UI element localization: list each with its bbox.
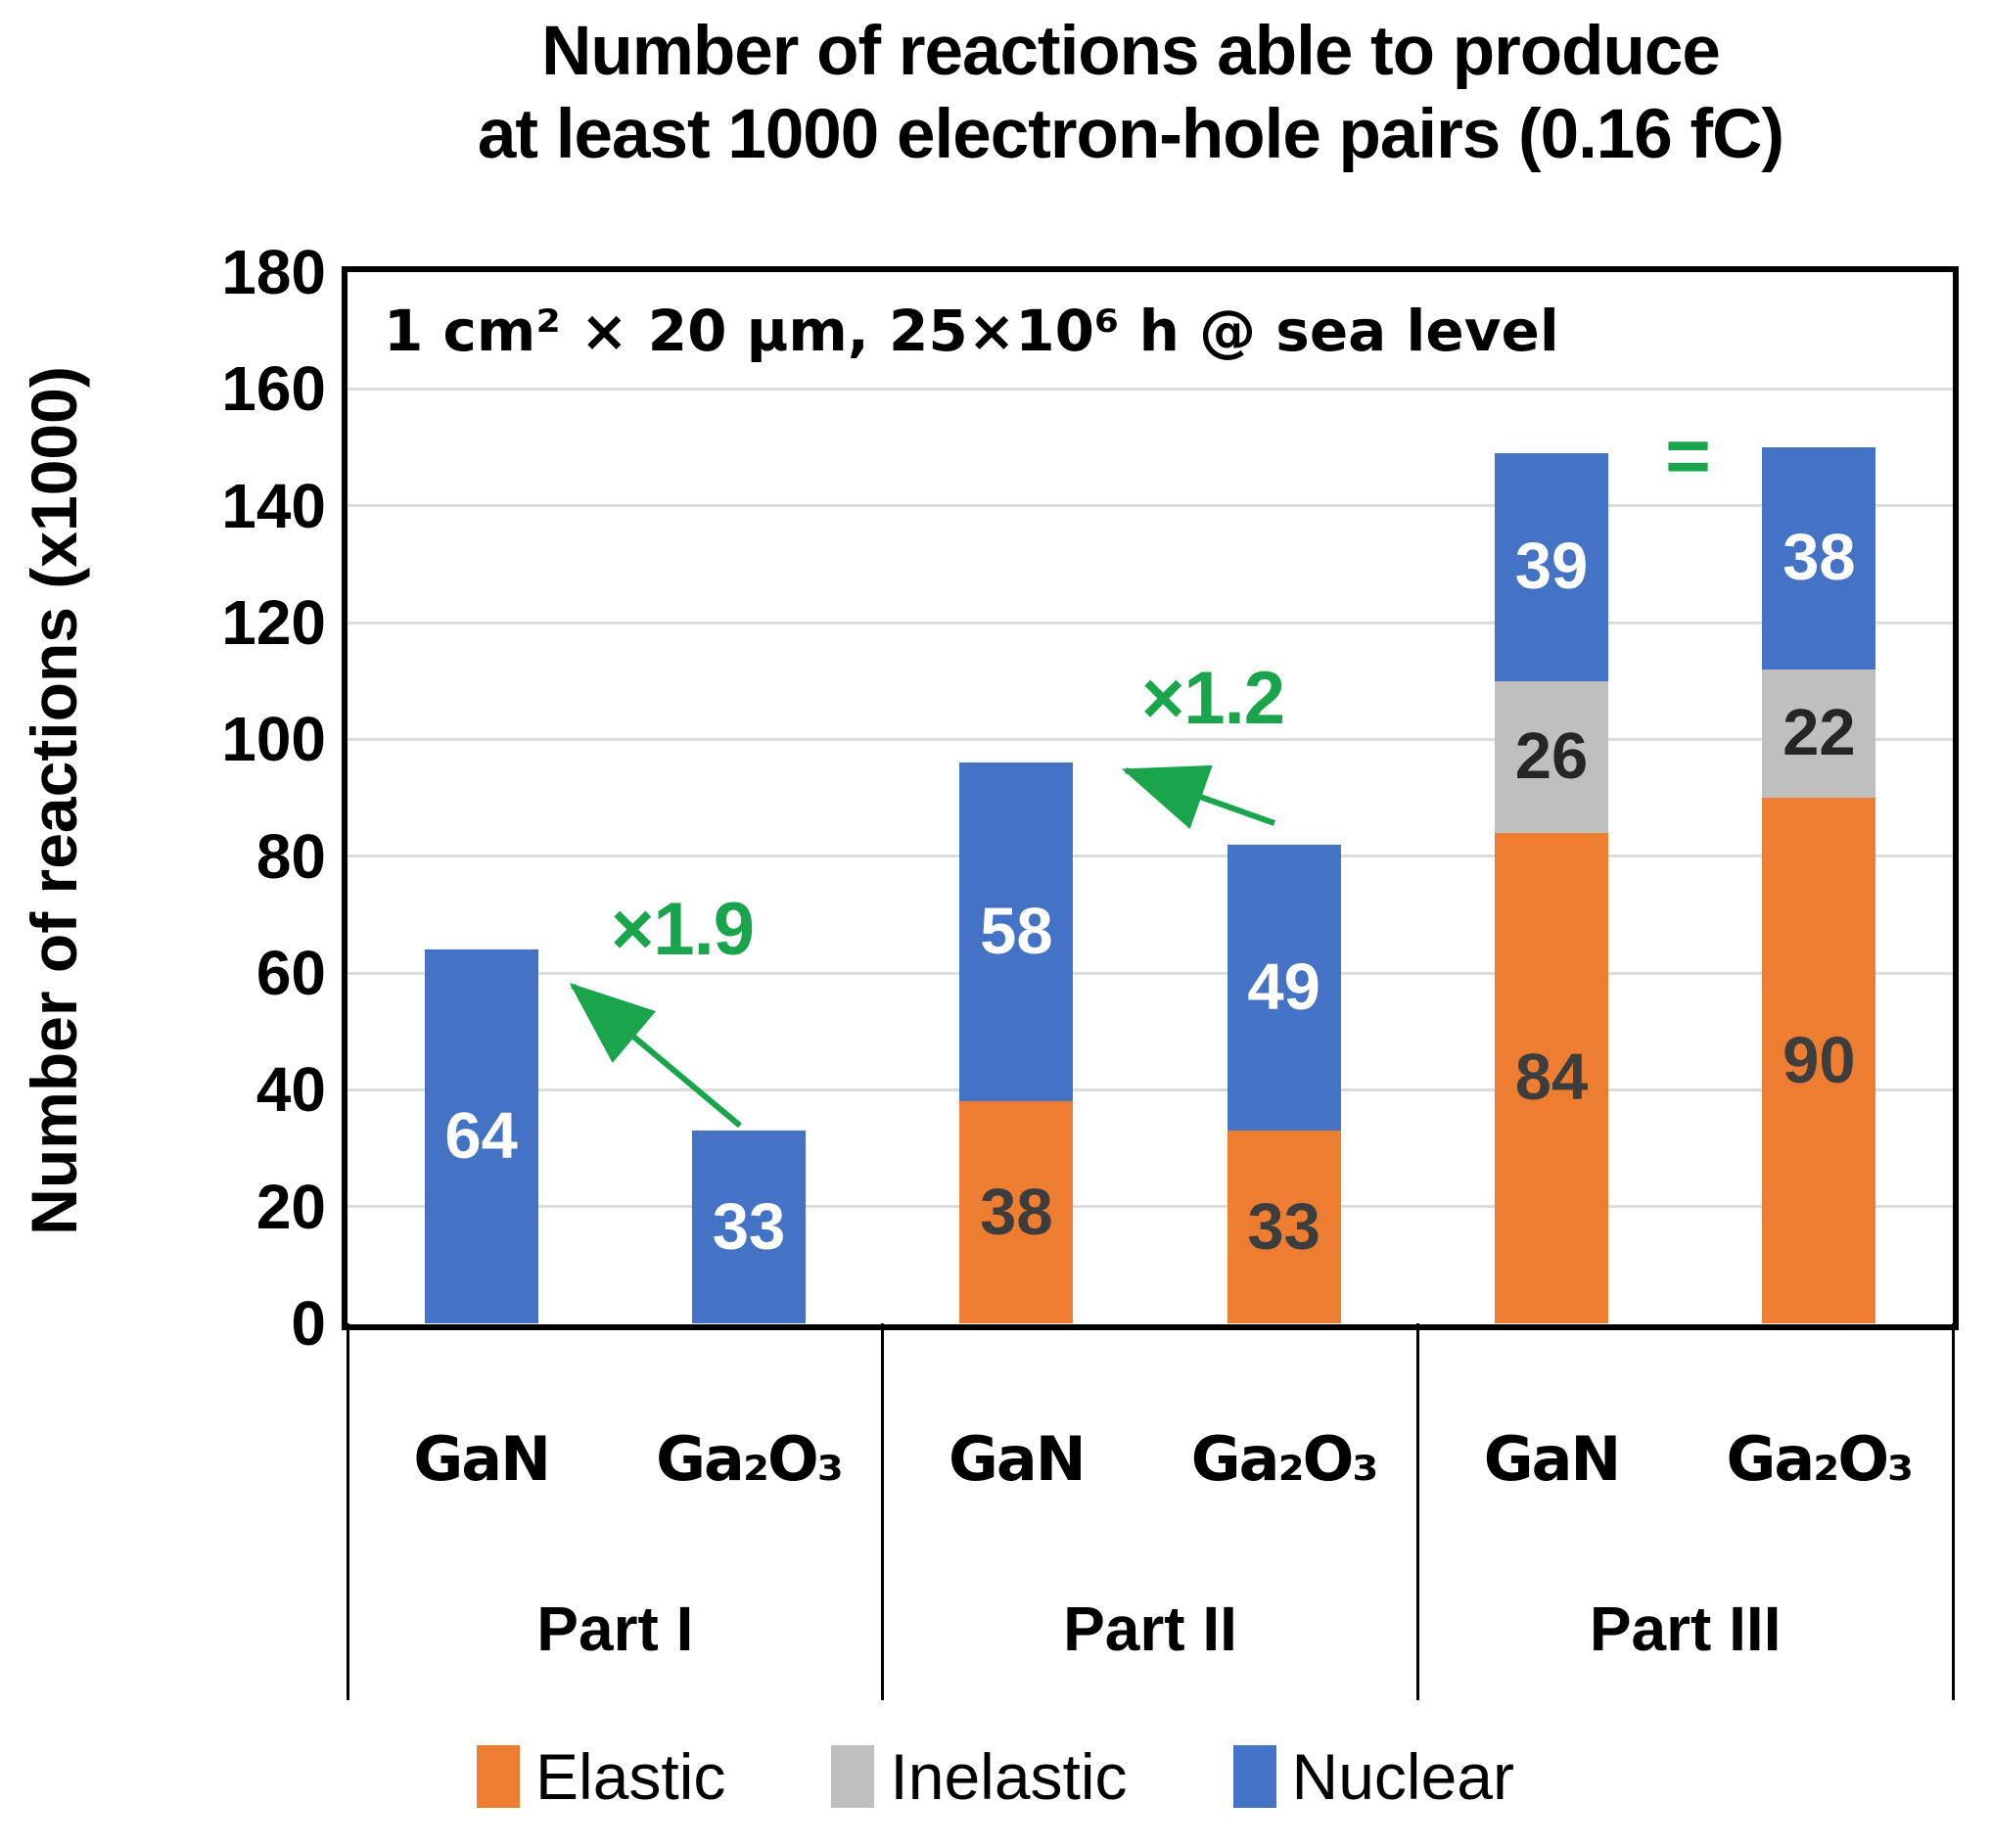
x-category-label: Ga₂O₃ bbox=[1726, 1423, 1914, 1495]
bar-partiii-ga2o3-elastic bbox=[1762, 798, 1876, 1323]
bar-partiii-ga2o3-nuclear bbox=[1762, 447, 1876, 670]
group-annotation-2: ×1.2 bbox=[1140, 657, 1285, 740]
bar-value-label: 33 bbox=[1247, 1189, 1320, 1264]
legend-swatch-elastic bbox=[477, 1745, 521, 1808]
chart-legend: Elastic Inelastic Nuclear bbox=[0, 1732, 1991, 1821]
legend-swatch-nuclear bbox=[1232, 1745, 1276, 1808]
legend-label-inelastic: Inelastic bbox=[890, 1740, 1128, 1813]
gridline-20 bbox=[347, 1205, 1953, 1209]
bar-value-label: 58 bbox=[980, 895, 1053, 969]
legend-item-nuclear: Nuclear bbox=[1232, 1740, 1514, 1813]
y-tick-label-140: 140 bbox=[221, 470, 326, 541]
bar-partiii-gan-elastic bbox=[1495, 832, 1608, 1323]
bar-partii-ga2o3-nuclear bbox=[1227, 844, 1341, 1132]
x-category-label: GaN bbox=[1483, 1423, 1622, 1495]
y-tick-label-120: 120 bbox=[221, 587, 326, 658]
bar-partii-gan-elastic bbox=[959, 1101, 1074, 1323]
gridline-40 bbox=[347, 1087, 1953, 1091]
bar-value-label: 39 bbox=[1514, 530, 1589, 604]
y-tick-label-60: 60 bbox=[255, 938, 326, 1008]
bar-value-label: 49 bbox=[1247, 949, 1320, 1024]
legend-label-nuclear: Nuclear bbox=[1291, 1740, 1514, 1813]
y-tick-label-80: 80 bbox=[255, 820, 326, 892]
bar-value-label: 64 bbox=[444, 1099, 518, 1174]
chart-title: Number of reactions able to produce at l… bbox=[255, 10, 1991, 176]
chart-title-line2: at least 1000 electron-hole pairs (0.16 … bbox=[477, 96, 1784, 173]
x-category-label: GaN bbox=[949, 1423, 1087, 1495]
gridline-140 bbox=[347, 504, 1953, 508]
group-annotation-1: ×1.9 bbox=[610, 888, 755, 971]
y-tick-label-20: 20 bbox=[255, 1171, 326, 1242]
y-tick-label-100: 100 bbox=[221, 704, 326, 775]
x-group-label-1: Part I bbox=[536, 1594, 694, 1664]
x-category-label: GaN bbox=[413, 1423, 551, 1495]
chart-title-line1: Number of reactions able to produce bbox=[541, 13, 1721, 90]
bar-partiii-ga2o3-inelastic bbox=[1762, 669, 1876, 798]
y-tick-label-0: 0 bbox=[291, 1288, 326, 1359]
category-divider-1 bbox=[881, 1323, 885, 1700]
x-group-label-3: Part III bbox=[1589, 1594, 1782, 1664]
bar-partii-gan-nuclear bbox=[959, 762, 1074, 1102]
category-divider-3 bbox=[1951, 1323, 1955, 1700]
plot-condition-annotation: 1 cm² × 20 µm, 25×10⁶ h @ sea level bbox=[384, 298, 1559, 364]
bar-value-label: 38 bbox=[980, 1175, 1053, 1249]
bar-partii-ga2o3-elastic bbox=[1227, 1131, 1341, 1323]
bar-value-label: 84 bbox=[1514, 1040, 1589, 1115]
y-tick-label-160: 160 bbox=[221, 353, 326, 425]
category-divider-2 bbox=[1415, 1323, 1419, 1700]
legend-item-inelastic: Inelastic bbox=[831, 1740, 1128, 1813]
gridline-160 bbox=[347, 387, 1953, 391]
gridline-120 bbox=[347, 621, 1953, 624]
bar-partiii-gan-nuclear bbox=[1495, 452, 1608, 681]
bar-value-label: 90 bbox=[1783, 1023, 1856, 1097]
bar-value-label: 38 bbox=[1783, 521, 1856, 595]
x-category-label: Ga₂O₃ bbox=[1190, 1423, 1379, 1495]
legend-item-elastic: Elastic bbox=[477, 1742, 725, 1811]
bar-value-label: 22 bbox=[1783, 696, 1856, 770]
bar-partiii-gan-inelastic bbox=[1495, 680, 1608, 833]
bar-value-label: 33 bbox=[712, 1189, 786, 1264]
gridline-80 bbox=[347, 855, 1953, 858]
y-axis-title: Number of reactions (x1000) bbox=[18, 366, 90, 1235]
bar-parti-gan-nuclear bbox=[424, 949, 538, 1323]
y-tick-label-180: 180 bbox=[221, 237, 326, 307]
bar-value-label: 26 bbox=[1514, 719, 1589, 794]
gridline-100 bbox=[347, 737, 1953, 741]
legend-swatch-inelastic bbox=[831, 1745, 875, 1808]
gridline-60 bbox=[347, 971, 1953, 975]
x-group-label-2: Part II bbox=[1063, 1594, 1237, 1664]
x-category-label: Ga₂O₃ bbox=[656, 1423, 844, 1495]
y-tick-label-40: 40 bbox=[255, 1054, 326, 1126]
group-annotation-3: = bbox=[1665, 412, 1711, 499]
bar-parti-ga2o3-nuclear bbox=[692, 1131, 806, 1323]
plot-frame-border bbox=[342, 266, 1959, 1330]
category-divider-0 bbox=[346, 1323, 349, 1700]
legend-label-elastic: Elastic bbox=[535, 1740, 726, 1813]
